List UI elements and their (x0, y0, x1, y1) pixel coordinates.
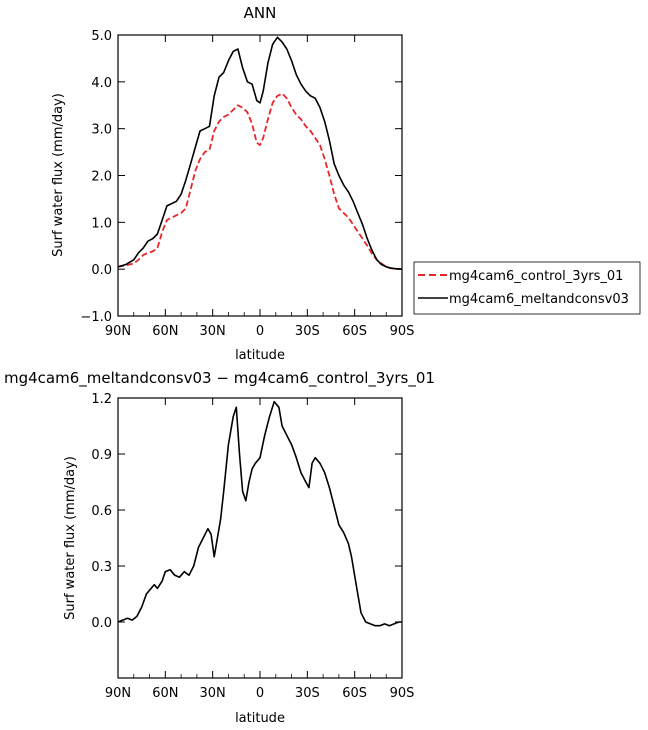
legend-box (413, 261, 641, 315)
top-series-line-2 (117, 36, 403, 270)
top-y-tick-label: 1.0 (91, 216, 112, 231)
top-x-tick-label: 0 (256, 324, 264, 339)
bottom-x-tick-label: 30S (295, 686, 320, 701)
top-chart-title: ANN (244, 4, 277, 22)
top-panel: ANN −1.0 0.0 1.0 2.0 3.0 4.0 5.0 90N 60N 30N 0 30S… (51, 4, 414, 363)
top-x-tick-label: 30N (200, 324, 226, 339)
top-y-tick-label: 2.0 (91, 170, 112, 185)
top-x-axis-label: latitude (235, 348, 285, 363)
bottom-panel: mg4cam6_meltandconsv03 − mg4cam6_control… (4, 369, 435, 726)
top-y-tick-label: −1.0 (80, 310, 112, 325)
top-y-tick-label: 5.0 (91, 29, 112, 44)
legend-label-control: mg4cam6_control_3yrs_01 (449, 269, 623, 284)
top-x-tick-label: 90S (390, 324, 415, 339)
bottom-x-tick-label: 60N (152, 686, 178, 701)
bottom-x-tick-label: 90S (390, 686, 415, 701)
bottom-y-tick-label: 0.9 (91, 448, 112, 463)
bottom-plot-frame (117, 397, 403, 679)
bottom-series-group (117, 400, 402, 627)
bottom-y-axis-label: Surf water flux (mm/day) (63, 456, 78, 620)
bottom-x-tick-label: 30N (200, 686, 226, 701)
bottom-y-tick-label: 0.0 (91, 616, 112, 631)
legend: mg4cam6_control_3yrs_01 mg4cam6_meltandc… (413, 261, 641, 315)
bottom-x-tick-label: 60S (342, 686, 367, 701)
legend-label-melt: mg4cam6_meltandconsv03 (449, 292, 629, 307)
top-y-tick-label: 4.0 (91, 76, 112, 91)
bottom-x-tick-label: 0 (256, 686, 264, 701)
bottom-y-tick-label: 0.6 (91, 504, 112, 519)
bottom-x-axis-label: latitude (235, 711, 285, 726)
bottom-y-tick-label: 1.2 (91, 392, 112, 407)
top-x-tick-label: 30S (295, 324, 320, 339)
top-x-axis: 90N 60N 30N 0 30S 60S 90S (105, 35, 415, 339)
bottom-x-tick-label: 90N (105, 686, 131, 701)
top-x-tick-label: 60N (152, 324, 178, 339)
top-x-tick-label: 90N (105, 324, 131, 339)
bottom-x-axis: 90N 60N 30N 0 30S 60S 90S (105, 398, 415, 701)
top-plot-frame (117, 34, 403, 317)
top-y-tick-label: 3.0 (91, 123, 112, 138)
bottom-chart-title: mg4cam6_meltandconsv03 − mg4cam6_control… (4, 369, 435, 388)
bottom-y-axis: 0.0 0.3 0.6 0.9 1.2 (91, 392, 402, 631)
top-y-tick-label: 0.0 (91, 263, 112, 278)
top-x-tick-label: 60S (342, 324, 367, 339)
top-y-axis-label: Surf water flux (mm/day) (51, 93, 66, 257)
top-series-group (117, 36, 403, 271)
bottom-y-tick-label: 0.3 (91, 560, 112, 575)
bottom-series-line-1 (117, 400, 402, 627)
top-series-line-1 (117, 92, 403, 271)
top-y-axis: −1.0 0.0 1.0 2.0 3.0 4.0 5.0 (80, 29, 402, 325)
